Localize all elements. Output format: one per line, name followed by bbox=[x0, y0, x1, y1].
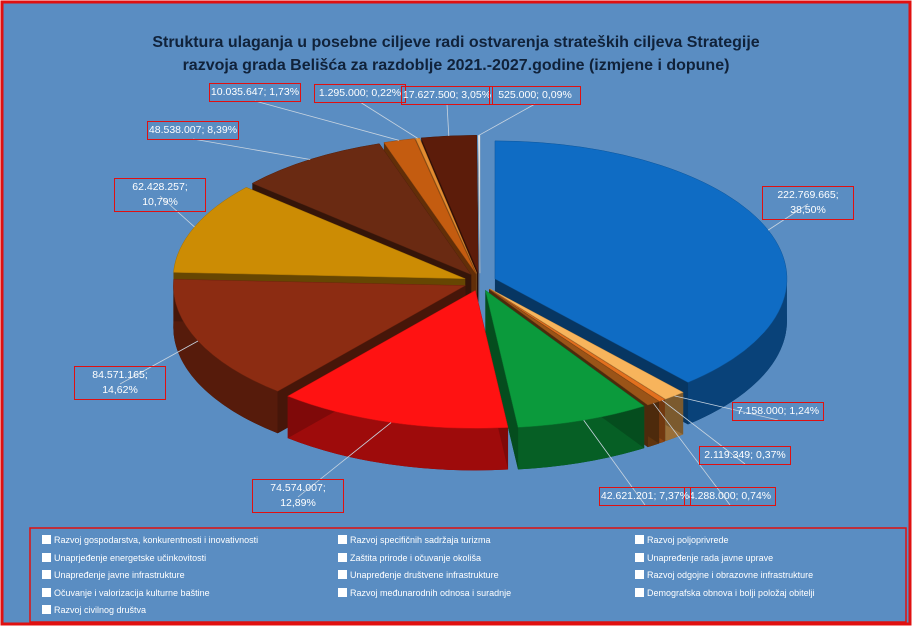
legend-entry: Razvoj odgojne i obrazovne infrastruktur… bbox=[635, 569, 813, 581]
legend-box bbox=[29, 527, 907, 623]
legend-label: Očuvanje i valorizacija kulturne baštine bbox=[54, 587, 210, 598]
slice bbox=[494, 140, 788, 383]
leader-line bbox=[583, 419, 646, 506]
leader-line bbox=[446, 103, 450, 136]
slice-wall bbox=[688, 278, 787, 425]
data-label: 7.158.000; 1,24% bbox=[732, 402, 824, 421]
legend-label: Unaprjeđenje energetske učinkovitosti bbox=[54, 552, 207, 563]
legend-swatch bbox=[635, 587, 644, 597]
legend-entry: Očuvanje i valorizacija kulturne baštine bbox=[42, 587, 210, 599]
data-label: 2.119.349; 0,37% bbox=[699, 446, 791, 465]
data-label: 42.621.201; 7,37% bbox=[599, 487, 691, 506]
slice-side bbox=[485, 290, 519, 470]
leader-line bbox=[478, 103, 536, 136]
leader-line bbox=[674, 395, 779, 421]
legend-entry: Razvoj gospodarstva, konkurentnosti i in… bbox=[42, 534, 258, 546]
legend-swatch bbox=[42, 605, 51, 614]
legend-label: Demografska obnova i bolji položaj obite… bbox=[647, 587, 815, 598]
leader-line bbox=[653, 403, 731, 506]
data-label: 222.769.665; 38,50% bbox=[762, 186, 854, 220]
data-label: 4.288.000; 0,74% bbox=[684, 487, 776, 506]
legend-swatch bbox=[635, 535, 644, 544]
legend-entry: Razvoj specifičnih sadržaja turizma bbox=[338, 534, 491, 546]
leader-line bbox=[297, 422, 392, 498]
data-label: 10.035.647; 1,73% bbox=[209, 83, 301, 102]
chart-title: Struktura ulaganja u posebne ciljeve rad… bbox=[152, 34, 760, 51]
data-label: 48.538.007; 8,39% bbox=[147, 121, 239, 140]
slice bbox=[251, 143, 472, 276]
leader-line bbox=[254, 100, 400, 141]
legend-label: Razvoj gospodarstva, konkurentnosti i in… bbox=[54, 535, 259, 545]
legend-label: Razvoj međunarodnih odnosa i suradnje bbox=[350, 587, 512, 598]
legend-swatch bbox=[42, 570, 51, 579]
legend-label: Razvoj odgojne i obrazovne infrastruktur… bbox=[647, 570, 814, 580]
leader-line bbox=[359, 101, 418, 139]
legend-label: Unapređenje javne infrastrukture bbox=[54, 570, 185, 580]
slice bbox=[489, 288, 684, 400]
legend-swatch bbox=[635, 552, 644, 562]
legend-swatch bbox=[42, 552, 51, 562]
chart-title: razvoja grada Belišća za razdoblje 2021.… bbox=[182, 57, 730, 74]
legend-entry: Razvoj međunarodnih odnosa i suradnje bbox=[338, 587, 511, 599]
legend-label: Razvoj civilnog društva bbox=[54, 605, 147, 615]
legend-entry: Razvoj civilnog društva bbox=[42, 604, 146, 616]
legend-entry: Demografska obnova i bolji položaj obite… bbox=[635, 587, 815, 599]
data-label: 525.000; 0,09% bbox=[489, 86, 581, 105]
slice bbox=[287, 290, 509, 429]
legend-swatch bbox=[338, 570, 347, 579]
data-label: 62.428.257; 10,79% bbox=[114, 178, 206, 212]
legend-entry: Unapređenje javne infrastrukture bbox=[42, 569, 185, 581]
legend-label: Razvoj poljoprivrede bbox=[647, 535, 729, 545]
leader-line bbox=[192, 138, 311, 160]
legend-label: Unapređenje rada javne uprave bbox=[647, 552, 774, 563]
leader-line bbox=[119, 340, 199, 385]
legend-swatch bbox=[338, 535, 347, 544]
legend-swatch bbox=[635, 570, 644, 579]
legend-swatch bbox=[42, 535, 51, 544]
legend-swatch bbox=[338, 552, 347, 562]
legend-label: Razvoj specifičnih sadržaja turizma bbox=[350, 535, 491, 545]
data-label: 74.574.007; 12,89% bbox=[252, 479, 344, 513]
data-label: 84.571.165; 14,62% bbox=[74, 366, 166, 400]
legend-swatch bbox=[42, 587, 51, 597]
slice bbox=[173, 279, 467, 392]
slice bbox=[383, 138, 477, 274]
data-label: 17.627.500; 3,05% bbox=[401, 86, 493, 105]
legend-label: Zaštita prirode i očuvanje okoliša bbox=[350, 552, 482, 563]
data-label: 1.295.000; 0,22% bbox=[314, 84, 406, 103]
leader-line bbox=[661, 400, 746, 465]
slice-wall bbox=[287, 396, 509, 471]
pie bbox=[119, 100, 809, 506]
leader-line bbox=[767, 203, 809, 231]
legend-entry: Unaprjeđenje energetske učinkovitosti bbox=[42, 552, 206, 564]
legend-entry: Unapređenje društvene infrastrukture bbox=[338, 569, 499, 581]
legend-label: Unapređenje društvene infrastrukture bbox=[350, 570, 499, 580]
slice-wall bbox=[173, 285, 278, 434]
legend-entry: Zaštita prirode i očuvanje okoliša bbox=[338, 552, 481, 564]
legend-entry: Unapređenje rada javne uprave bbox=[635, 552, 773, 564]
legend-entry: Razvoj poljoprivrede bbox=[635, 534, 729, 546]
legend-swatch bbox=[338, 587, 347, 597]
